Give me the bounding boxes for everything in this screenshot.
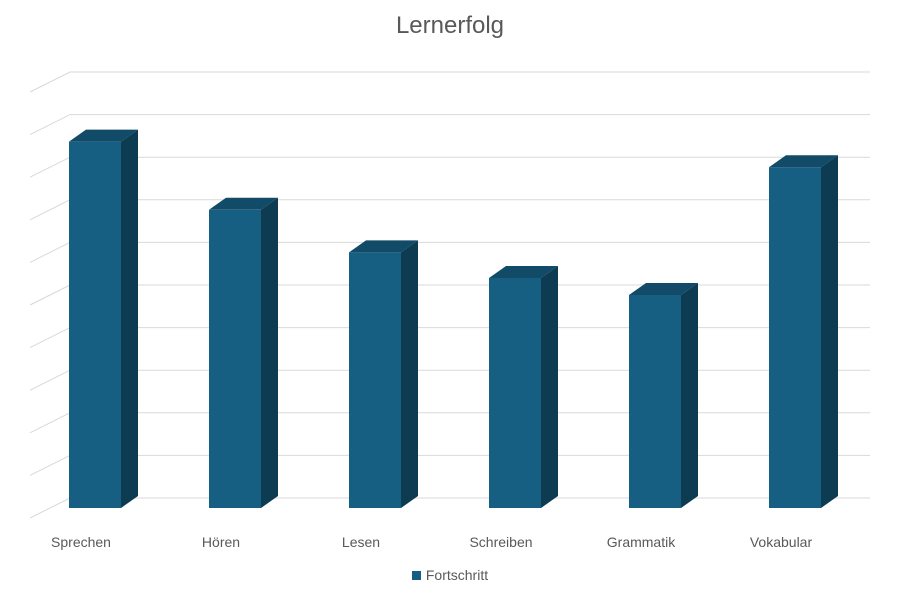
gridline [29, 369, 870, 391]
bar-grammatik [629, 283, 698, 508]
bar-top-face [69, 129, 138, 142]
bars [69, 129, 838, 509]
bar-lesen [349, 240, 418, 508]
x-tick-label: Schreiben [469, 534, 532, 550]
gridline [29, 114, 870, 136]
x-tick-label: Grammatik [607, 534, 676, 550]
bar-top-face [489, 265, 558, 278]
bar-side-face [821, 155, 838, 508]
bar-side-face [541, 265, 558, 508]
bar-front-face [349, 252, 401, 508]
gridline [29, 454, 870, 476]
bar-side-face [681, 283, 698, 508]
gridline [29, 241, 870, 263]
bar-top-face [209, 197, 278, 210]
gridlines [29, 71, 870, 519]
x-tick-label: Lesen [342, 534, 380, 550]
bar-side-face [121, 129, 138, 508]
gridline [29, 156, 870, 178]
bar-front-face [489, 277, 541, 508]
bar-front-face [69, 141, 121, 508]
gridline [29, 71, 870, 93]
legend-swatch [411, 571, 421, 580]
gridline [29, 412, 870, 434]
legend: Fortschritt [0, 567, 900, 583]
legend-label: Fortschritt [425, 567, 489, 583]
bar-schreiben [489, 265, 558, 508]
x-axis-labels: Sprechen Hören Lesen Schreiben Grammatik Voka… [51, 534, 812, 550]
x-tick-label: Sprechen [51, 534, 111, 550]
gridline [29, 327, 870, 349]
bar-top-face [629, 283, 698, 295]
x-tick-label: Vokabular [750, 534, 813, 550]
bar-front-face [629, 295, 681, 508]
gridline [29, 199, 870, 221]
x-tick-label: Hören [202, 534, 240, 550]
bar-front-face [769, 167, 821, 508]
gridline [29, 284, 870, 306]
bar-side-face [261, 197, 278, 509]
bar-top-face [349, 240, 418, 253]
bar-vokabular [769, 155, 838, 508]
chart-title: Lernerfolg [395, 12, 505, 39]
bar-sprechen [69, 129, 138, 508]
gridline [29, 497, 870, 519]
bar-front-face [209, 209, 261, 509]
bar-top-face [769, 155, 838, 168]
bar-hören [209, 197, 278, 509]
bar-side-face [401, 240, 418, 508]
